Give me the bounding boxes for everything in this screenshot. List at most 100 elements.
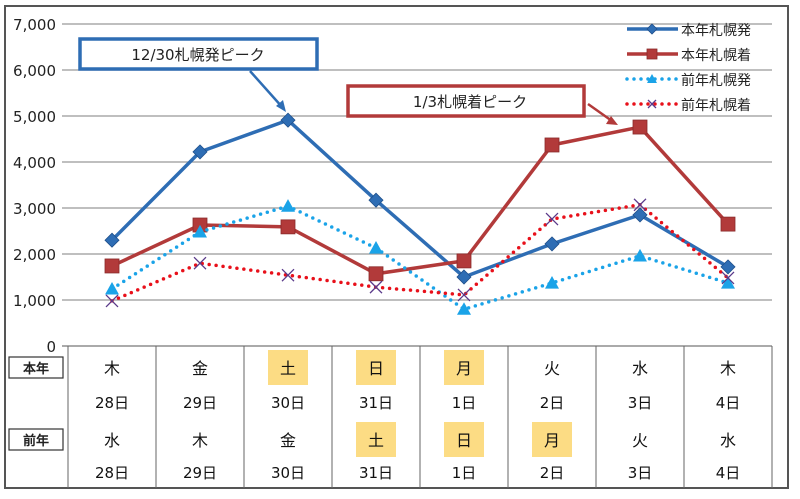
data-point <box>192 144 208 160</box>
legend-marker <box>647 74 657 83</box>
date-label: 1日 <box>452 464 477 482</box>
data-point <box>368 192 384 208</box>
y-tick-label: 4,000 <box>13 154 56 172</box>
weekday-label: 土 <box>280 359 296 378</box>
weekday-label: 日 <box>368 359 384 378</box>
y-tick-label: 5,000 <box>13 108 56 126</box>
date-label: 2日 <box>540 394 565 412</box>
data-point <box>369 241 383 254</box>
data-point <box>720 259 736 275</box>
weekday-label: 月 <box>544 431 560 450</box>
date-label: 28日 <box>95 464 129 482</box>
series-line-1 <box>110 118 729 280</box>
legend-label: 前年札幌着 <box>681 97 751 114</box>
y-tick-label: 1,000 <box>13 292 56 310</box>
weekday-label: 金 <box>192 359 208 378</box>
date-label: 29日 <box>183 394 217 412</box>
row-label-box <box>8 428 64 451</box>
date-label: 3日 <box>628 394 653 412</box>
data-point <box>105 281 119 295</box>
data-point <box>281 199 295 212</box>
data-point <box>457 288 471 302</box>
arrow-head-icon <box>606 116 618 125</box>
data-point <box>369 280 383 294</box>
weekday-highlight <box>532 422 572 457</box>
legend-label: 前年札幌発 <box>681 72 751 89</box>
data-point <box>280 112 296 128</box>
data-point <box>193 224 207 238</box>
date-label: 30日 <box>271 464 305 482</box>
weekday-highlight <box>444 350 484 385</box>
data-point <box>280 219 296 235</box>
weekday-label: 水 <box>632 359 648 378</box>
date-label: 2日 <box>540 464 565 482</box>
y-tick-label: 2,000 <box>13 246 56 264</box>
y-tick-label: 7,000 <box>13 16 56 34</box>
date-label: 30日 <box>271 394 305 412</box>
series-line-3 <box>110 204 730 312</box>
date-label: 31日 <box>359 394 393 412</box>
annotation-box <box>346 84 586 118</box>
data-point <box>633 248 647 262</box>
data-point <box>721 271 735 285</box>
legend-marker <box>647 99 657 109</box>
weekday-label: 木 <box>104 359 120 378</box>
date-label: 3日 <box>628 464 653 482</box>
y-tick-label: 6,000 <box>13 62 56 80</box>
date-label: 4日 <box>716 464 741 482</box>
data-point <box>544 137 560 153</box>
weekday-label: 火 <box>632 431 648 450</box>
data-point <box>193 256 207 270</box>
weekday-label: 水 <box>104 431 120 450</box>
legend-label: 本年札幌着 <box>681 48 751 64</box>
legend-marker <box>646 23 658 35</box>
weekday-highlight <box>356 422 396 457</box>
weekday-label: 月 <box>456 359 472 378</box>
weekday-highlight <box>268 350 308 385</box>
data-point <box>281 268 295 282</box>
data-point <box>721 275 735 289</box>
data-point <box>545 212 559 226</box>
data-point <box>632 207 648 223</box>
weekday-label: 水 <box>720 431 736 450</box>
annotation-text: 12/30札幌発ピーク <box>131 46 264 64</box>
data-point <box>633 198 647 212</box>
weekday-label: 金 <box>280 431 296 450</box>
arrow-head-icon <box>276 100 286 112</box>
data-point <box>545 275 559 289</box>
row-label: 前年 <box>23 433 49 449</box>
data-point <box>544 236 560 252</box>
weekday-highlight <box>444 422 484 457</box>
date-label: 4日 <box>716 394 741 412</box>
data-point <box>457 302 471 315</box>
data-point <box>456 269 472 285</box>
weekday-label: 木 <box>192 431 208 450</box>
annotation-text: 1/3札幌着ピーク <box>413 93 527 111</box>
row-label-box <box>8 356 64 379</box>
annotation-box <box>78 37 319 71</box>
date-label: 29日 <box>183 464 217 482</box>
data-point <box>105 294 119 308</box>
data-point <box>104 232 120 248</box>
series-line-4 <box>110 202 730 303</box>
weekday-label: 日 <box>456 431 472 450</box>
annotation-arrow <box>587 102 613 123</box>
chart-frame <box>4 5 789 489</box>
data-point <box>368 266 384 282</box>
date-label: 28日 <box>95 394 129 412</box>
date-label: 31日 <box>359 464 393 482</box>
weekday-label: 土 <box>368 431 384 450</box>
data-point <box>632 119 648 135</box>
data-point <box>104 258 120 274</box>
y-tick-label: 3,000 <box>13 200 56 218</box>
date-label: 1日 <box>452 394 477 412</box>
weekday-highlight <box>356 350 396 385</box>
weekday-label: 火 <box>544 359 560 378</box>
y-tick-label: 0 <box>46 338 56 356</box>
row-label: 本年 <box>23 361 49 377</box>
legend-label: 本年札幌発 <box>681 23 751 39</box>
data-point <box>720 216 736 232</box>
legend-marker <box>646 48 658 60</box>
series-line-2 <box>111 125 730 276</box>
